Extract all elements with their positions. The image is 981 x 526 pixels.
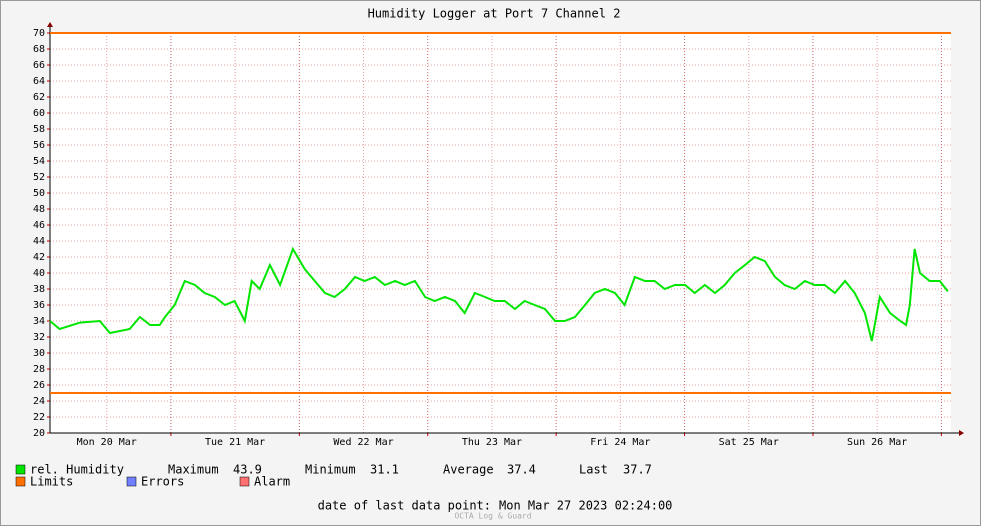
y-tick-label: 36 bbox=[33, 300, 45, 311]
last-point-value: Mon Mar 27 2023 02:24:00 bbox=[499, 499, 672, 513]
y-tick-label: 64 bbox=[33, 76, 45, 87]
legend-swatch bbox=[126, 476, 137, 487]
y-tick-label: 24 bbox=[33, 396, 45, 407]
y-tick-label: 70 bbox=[33, 28, 45, 39]
x-axis-arrow bbox=[959, 430, 964, 436]
y-tick-label: 32 bbox=[33, 332, 45, 343]
last-point-label: date of last data point: bbox=[318, 499, 491, 513]
legend-swatch bbox=[239, 476, 250, 487]
legend-label: rel. Humidity bbox=[30, 463, 124, 477]
y-tick-label: 58 bbox=[33, 124, 45, 135]
y-tick-label: 26 bbox=[33, 380, 45, 391]
y-tick-label: 34 bbox=[33, 316, 45, 327]
x-tick-label: Tue 21 Mar bbox=[205, 437, 265, 448]
legend-label: Alarm bbox=[254, 475, 290, 489]
y-tick-label: 56 bbox=[33, 140, 45, 151]
stat-value: 37.7 bbox=[623, 463, 652, 477]
stat-value: 37.4 bbox=[507, 463, 536, 477]
legend-label: Limits bbox=[30, 475, 73, 489]
y-tick-label: 60 bbox=[33, 108, 45, 119]
x-tick-label: Sun 26 Mar bbox=[847, 437, 907, 448]
y-tick-label: 50 bbox=[33, 188, 45, 199]
stat-label: Maximum bbox=[168, 463, 219, 477]
x-tick-label: Thu 23 Mar bbox=[462, 437, 522, 448]
y-tick-label: 30 bbox=[33, 348, 45, 359]
legend-swatch bbox=[15, 464, 26, 475]
y-tick-label: 48 bbox=[33, 204, 45, 215]
x-tick-label: Fri 24 Mar bbox=[590, 437, 650, 448]
stat-label: Minimum bbox=[305, 463, 356, 477]
footer: OCTA Log & Guard bbox=[454, 512, 531, 521]
y-tick-label: 20 bbox=[33, 428, 45, 439]
y-tick-label: 68 bbox=[33, 44, 45, 55]
y-tick-label: 42 bbox=[33, 252, 45, 263]
y-tick-label: 52 bbox=[33, 172, 45, 183]
series-line bbox=[49, 246, 949, 342]
legend-swatch bbox=[15, 476, 26, 487]
y-tick-label: 22 bbox=[33, 412, 45, 423]
y-tick-label: 40 bbox=[33, 268, 45, 279]
y-tick-label: 28 bbox=[33, 364, 45, 375]
x-tick-label: Wed 22 Mar bbox=[333, 437, 393, 448]
y-tick-label: 62 bbox=[33, 92, 45, 103]
y-tick-label: 54 bbox=[33, 156, 45, 167]
stat-value: 31.1 bbox=[370, 463, 399, 477]
stat-label: Average bbox=[443, 463, 494, 477]
stat-value: 43.9 bbox=[233, 463, 262, 477]
plot-area bbox=[50, 33, 951, 433]
y-tick-label: 38 bbox=[33, 284, 45, 295]
x-tick-label: Sat 25 Mar bbox=[719, 437, 779, 448]
y-tick-label: 46 bbox=[33, 220, 45, 231]
legend-label: Errors bbox=[141, 475, 184, 489]
x-tick-label: Mon 20 Mar bbox=[77, 437, 137, 448]
y-axis-arrow bbox=[47, 22, 53, 27]
y-tick-label: 66 bbox=[33, 60, 45, 71]
chart-title: Humidity Logger at Port 7 Channel 2 bbox=[368, 7, 621, 21]
stat-label: Last bbox=[579, 463, 608, 477]
y-tick-label: 44 bbox=[33, 236, 45, 247]
